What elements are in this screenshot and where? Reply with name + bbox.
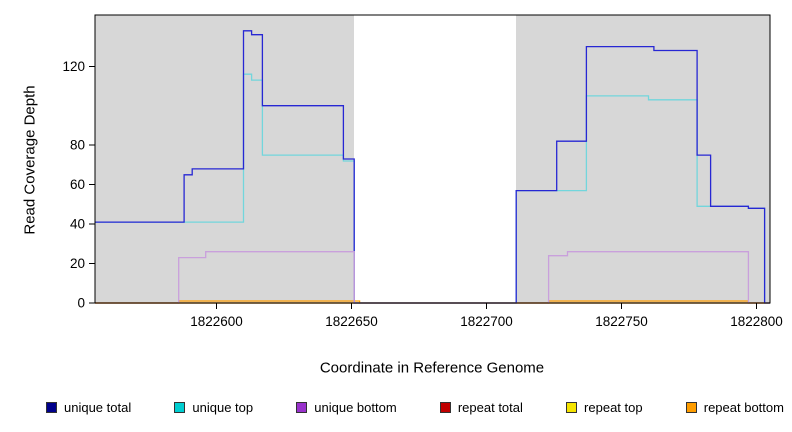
x-tick-label: 1822800 xyxy=(730,314,783,329)
y-tick-label: 120 xyxy=(62,59,85,74)
y-tick-label: 40 xyxy=(70,217,85,232)
legend-item-repeat-top: repeat top xyxy=(566,400,643,415)
legend-swatch-icon xyxy=(46,402,57,413)
legend-swatch-icon xyxy=(439,402,451,413)
series-unique-total xyxy=(95,30,770,304)
y-tick-label: 80 xyxy=(70,138,85,153)
legend-label: repeat total xyxy=(457,400,523,415)
x-tick-label: 1822600 xyxy=(190,314,243,329)
legend-item-unique-bottom: unique bottom xyxy=(296,400,397,415)
x-axis-title: Coordinate in Reference Genome xyxy=(319,359,545,377)
y-tick-label: 0 xyxy=(77,296,85,311)
y-tick-label: 20 xyxy=(70,256,85,271)
y-axis-title: Read Coverage Depth xyxy=(21,85,39,235)
legend-swatch-icon xyxy=(566,402,578,413)
legend-label: repeat bottom xyxy=(703,400,784,415)
legend-label: unique top xyxy=(192,400,254,415)
legend-swatch-icon xyxy=(174,402,186,413)
x-tick-label: 1822750 xyxy=(595,314,648,329)
legend-item-unique-total: unique total xyxy=(46,400,131,415)
legend-label: repeat top xyxy=(584,400,643,415)
legend-swatch-icon xyxy=(296,402,308,413)
legend-label: unique total xyxy=(64,400,132,415)
legend-item-repeat-bottom: repeat bottom xyxy=(685,400,784,415)
legend-swatch-icon xyxy=(685,402,697,413)
legend: unique total unique top unique bottom repea… xyxy=(46,400,784,415)
legend-item-unique-top: unique top xyxy=(174,400,253,415)
x-tick-label: 1822650 xyxy=(325,314,378,329)
shaded-region xyxy=(95,15,355,303)
legend-item-repeat-total: repeat total xyxy=(439,400,523,415)
y-tick-label: 60 xyxy=(70,177,85,192)
x-tick-label: 1822700 xyxy=(460,314,513,329)
shaded-region xyxy=(516,15,770,303)
plot-box xyxy=(94,14,771,304)
legend-label: unique bottom xyxy=(314,400,397,415)
